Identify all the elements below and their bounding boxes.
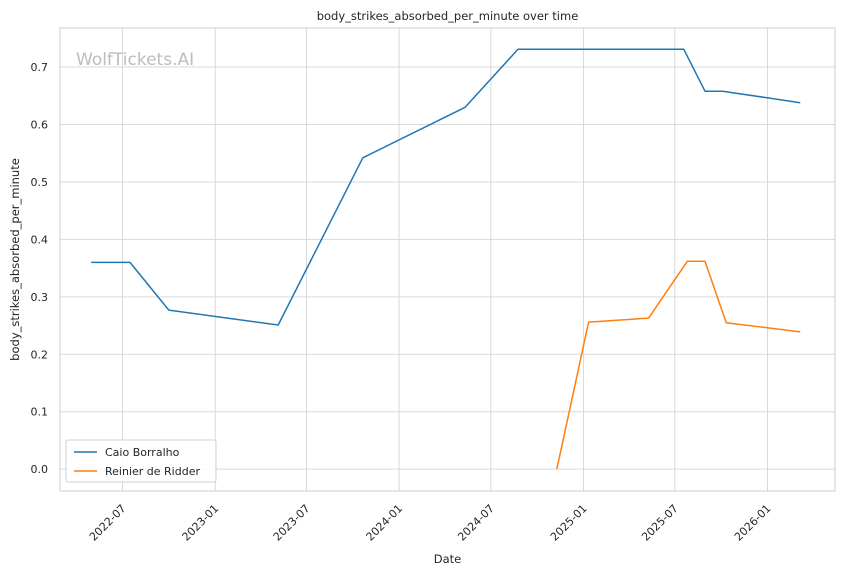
x-tick-label: 2024-07 xyxy=(455,502,497,544)
x-tick-label: 2025-01 xyxy=(548,502,590,544)
y-tick-label: 0.2 xyxy=(31,348,49,361)
x-tick-label: 2023-01 xyxy=(180,502,222,544)
y-tick-label: 0.0 xyxy=(31,463,49,476)
series-layer xyxy=(91,48,801,470)
y-tick-label: 0.4 xyxy=(31,233,49,246)
x-axis-label: Date xyxy=(434,552,462,566)
series-line-0 xyxy=(91,48,801,326)
y-tick-label: 0.7 xyxy=(31,61,49,74)
watermark-text: WolfTickets.AI xyxy=(76,50,194,70)
x-tick-label: 2025-07 xyxy=(639,502,681,544)
legend: Caio Borralho Reinier de Ridder xyxy=(65,439,217,483)
x-tick-labels: 2022-07 2023-01 2023-07 2024-01 2024-07 2025-… xyxy=(87,502,774,544)
y-tick-label: 0.5 xyxy=(31,176,49,189)
chart-title: body_strikes_absorbed_per_minute over ti… xyxy=(317,9,579,23)
legend-label-caio-borralho: Caio Borralho xyxy=(105,446,180,459)
grid-layer xyxy=(60,28,835,491)
legend-box xyxy=(65,439,217,483)
y-tick-label: 0.3 xyxy=(31,291,49,304)
y-tick-label: 0.6 xyxy=(31,119,49,132)
series-line-1 xyxy=(556,260,801,470)
y-axis-label: body_strikes_absorbed_per_minute xyxy=(8,158,22,361)
x-tick-label: 2026-01 xyxy=(732,502,774,544)
plot-frame xyxy=(59,27,836,492)
x-tick-label: 2023-07 xyxy=(271,502,313,544)
y-tick-labels: 0.0 0.1 0.2 0.3 0.4 0.5 0.6 0.7 xyxy=(31,61,49,476)
legend-label-reinier-de-ridder: Reinier de Ridder xyxy=(105,465,200,478)
x-tick-label: 2022-07 xyxy=(87,502,129,544)
y-tick-label: 0.1 xyxy=(31,406,49,419)
x-tick-label: 2024-01 xyxy=(364,502,406,544)
